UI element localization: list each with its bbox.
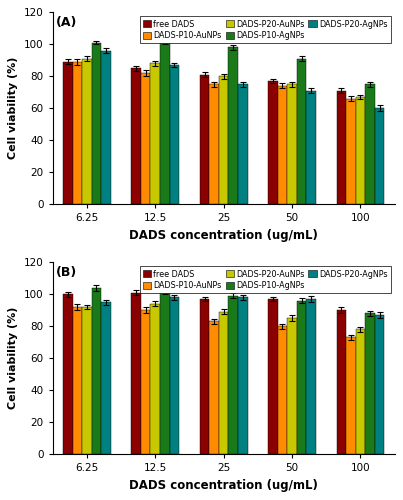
Bar (209, 84, 219, 204)
Bar (73, 307, 82, 454)
Bar (287, 84, 297, 204)
Bar (160, 42, 170, 204)
Bar (297, 300, 306, 454)
Bar (238, 84, 247, 204)
Bar (219, 76, 229, 204)
Bar (91, 42, 101, 204)
Bar (101, 50, 111, 204)
Bar (337, 310, 346, 454)
Bar (375, 108, 384, 204)
Bar (297, 58, 306, 204)
Bar (150, 64, 160, 204)
Bar (91, 288, 101, 454)
Bar (141, 73, 150, 204)
Bar (170, 298, 179, 454)
X-axis label: DADS concentration (ug/mL): DADS concentration (ug/mL) (129, 228, 318, 241)
Bar (306, 299, 316, 454)
Bar (200, 299, 209, 454)
Bar (150, 304, 160, 454)
Bar (82, 58, 91, 204)
Bar (268, 299, 278, 454)
Bar (141, 310, 150, 454)
X-axis label: DADS concentration (ug/mL): DADS concentration (ug/mL) (129, 478, 318, 492)
Bar (170, 65, 179, 204)
Bar (82, 307, 91, 454)
Bar (160, 291, 170, 454)
Legend: free DADS, DADS-P10-AuNPs, DADS-P20-AuNPs, DADS-P10-AgNPs, DADS-P20-AgNPs: free DADS, DADS-P10-AuNPs, DADS-P20-AuNP… (139, 266, 391, 293)
Bar (63, 294, 73, 454)
Y-axis label: Cell viability (%): Cell viability (%) (8, 307, 18, 410)
Bar (229, 296, 238, 454)
Text: (A): (A) (56, 16, 77, 29)
Bar (131, 68, 141, 204)
Bar (365, 314, 375, 454)
Bar (268, 81, 278, 204)
Bar (101, 302, 111, 454)
Bar (356, 330, 365, 454)
Bar (346, 98, 356, 204)
Bar (219, 312, 229, 454)
Bar (346, 338, 356, 454)
Bar (229, 48, 238, 204)
Bar (63, 62, 73, 204)
Y-axis label: Cell viability (%): Cell viability (%) (8, 57, 18, 160)
Bar (375, 315, 384, 454)
Bar (306, 90, 316, 204)
Bar (287, 318, 297, 454)
Bar (337, 90, 346, 204)
Bar (365, 84, 375, 204)
Bar (131, 292, 141, 454)
Bar (278, 86, 287, 204)
Bar (356, 97, 365, 204)
Text: (B): (B) (56, 266, 77, 279)
Legend: free DADS, DADS-P10-AuNPs, DADS-P20-AuNPs, DADS-P10-AgNPs, DADS-P20-AgNPs: free DADS, DADS-P10-AuNPs, DADS-P20-AuNP… (139, 16, 391, 43)
Bar (200, 74, 209, 204)
Bar (209, 322, 219, 454)
Bar (238, 298, 247, 454)
Bar (73, 62, 82, 204)
Bar (278, 326, 287, 454)
